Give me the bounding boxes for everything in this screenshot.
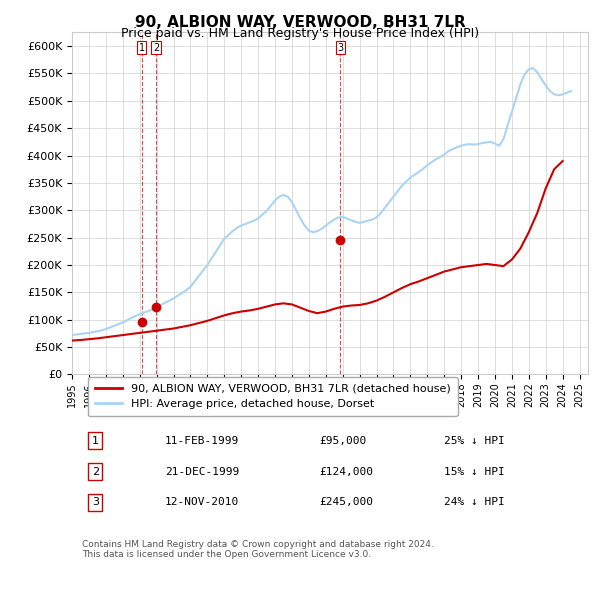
Text: £95,000: £95,000 — [320, 435, 367, 445]
Text: 1: 1 — [92, 435, 99, 445]
Text: 24% ↓ HPI: 24% ↓ HPI — [443, 497, 504, 507]
Text: 15% ↓ HPI: 15% ↓ HPI — [443, 467, 504, 477]
Text: 90, ALBION WAY, VERWOOD, BH31 7LR: 90, ALBION WAY, VERWOOD, BH31 7LR — [134, 15, 466, 30]
Text: 3: 3 — [337, 42, 344, 53]
Text: 2: 2 — [153, 42, 159, 53]
Text: £124,000: £124,000 — [320, 467, 374, 477]
Text: 1: 1 — [139, 42, 145, 53]
Text: 11-FEB-1999: 11-FEB-1999 — [165, 435, 239, 445]
Text: 2: 2 — [92, 467, 99, 477]
Text: 25% ↓ HPI: 25% ↓ HPI — [443, 435, 504, 445]
Text: 21-DEC-1999: 21-DEC-1999 — [165, 467, 239, 477]
Legend: 90, ALBION WAY, VERWOOD, BH31 7LR (detached house), HPI: Average price, detached: 90, ALBION WAY, VERWOOD, BH31 7LR (detac… — [88, 377, 458, 416]
Text: Contains HM Land Registry data © Crown copyright and database right 2024.
This d: Contains HM Land Registry data © Crown c… — [82, 540, 434, 559]
Text: £245,000: £245,000 — [320, 497, 374, 507]
Text: Price paid vs. HM Land Registry's House Price Index (HPI): Price paid vs. HM Land Registry's House … — [121, 27, 479, 40]
Text: 12-NOV-2010: 12-NOV-2010 — [165, 497, 239, 507]
Text: 3: 3 — [92, 497, 99, 507]
